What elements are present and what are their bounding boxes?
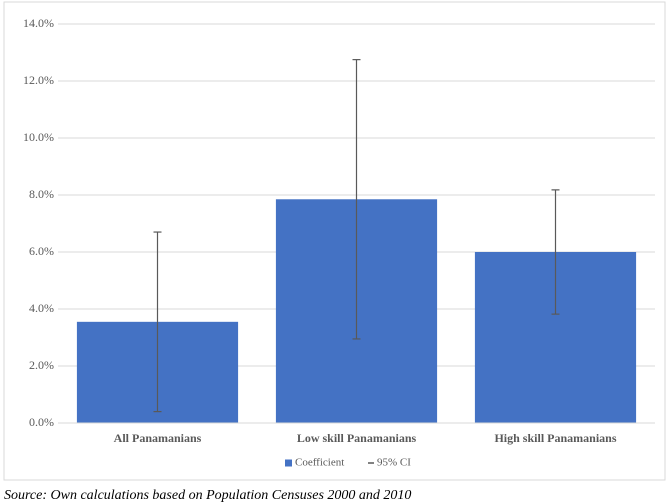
chart-frame	[3, 1, 666, 481]
legend-label: Coefficient	[295, 457, 344, 469]
y-tick-label: 8.0%	[29, 187, 54, 201]
y-tick-label: 10.0%	[23, 130, 54, 144]
source-note: Source: Own calculations based on Popula…	[4, 488, 411, 502]
legend-swatch	[285, 459, 292, 467]
y-tick-label: 14.0%	[23, 16, 54, 30]
y-tick-label: 2.0%	[29, 358, 54, 372]
y-tick-label: 12.0%	[23, 73, 54, 87]
y-tick-label: 4.0%	[29, 301, 54, 315]
x-tick-label: Low skill Panamanians	[297, 431, 417, 445]
y-tick-label: 6.0%	[29, 244, 54, 258]
legend-label: 95% CI	[377, 457, 411, 469]
x-tick-label: All Panamanians	[114, 431, 202, 445]
x-tick-label: High skill Panamanians	[494, 431, 616, 445]
y-tick-label: 0.0%	[29, 415, 54, 429]
